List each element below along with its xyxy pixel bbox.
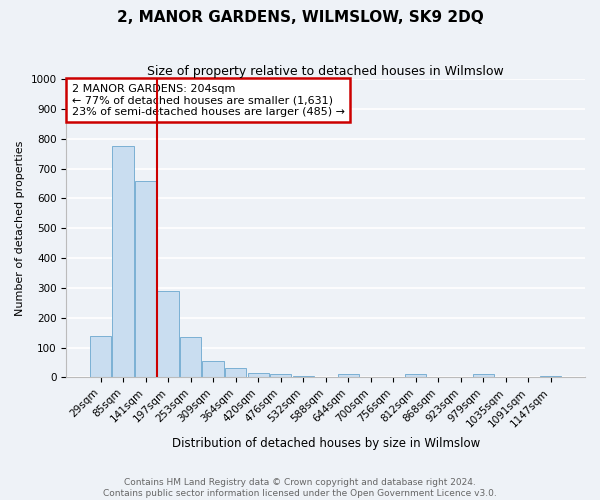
Bar <box>270 374 292 378</box>
Bar <box>90 336 112 378</box>
Bar <box>135 180 157 378</box>
Bar <box>293 376 314 378</box>
Bar <box>180 337 202 378</box>
Bar <box>157 291 179 378</box>
Y-axis label: Number of detached properties: Number of detached properties <box>15 140 25 316</box>
Bar <box>225 368 247 378</box>
Bar <box>405 374 427 378</box>
Title: Size of property relative to detached houses in Wilmslow: Size of property relative to detached ho… <box>148 65 504 78</box>
Bar <box>112 146 134 378</box>
Bar <box>338 374 359 378</box>
Bar <box>473 374 494 378</box>
Text: 2, MANOR GARDENS, WILMSLOW, SK9 2DQ: 2, MANOR GARDENS, WILMSLOW, SK9 2DQ <box>116 10 484 25</box>
Bar <box>248 373 269 378</box>
Bar <box>202 361 224 378</box>
X-axis label: Distribution of detached houses by size in Wilmslow: Distribution of detached houses by size … <box>172 437 480 450</box>
Text: 2 MANOR GARDENS: 204sqm
← 77% of detached houses are smaller (1,631)
23% of semi: 2 MANOR GARDENS: 204sqm ← 77% of detache… <box>71 84 344 117</box>
Text: Contains HM Land Registry data © Crown copyright and database right 2024.
Contai: Contains HM Land Registry data © Crown c… <box>103 478 497 498</box>
Bar <box>540 376 562 378</box>
